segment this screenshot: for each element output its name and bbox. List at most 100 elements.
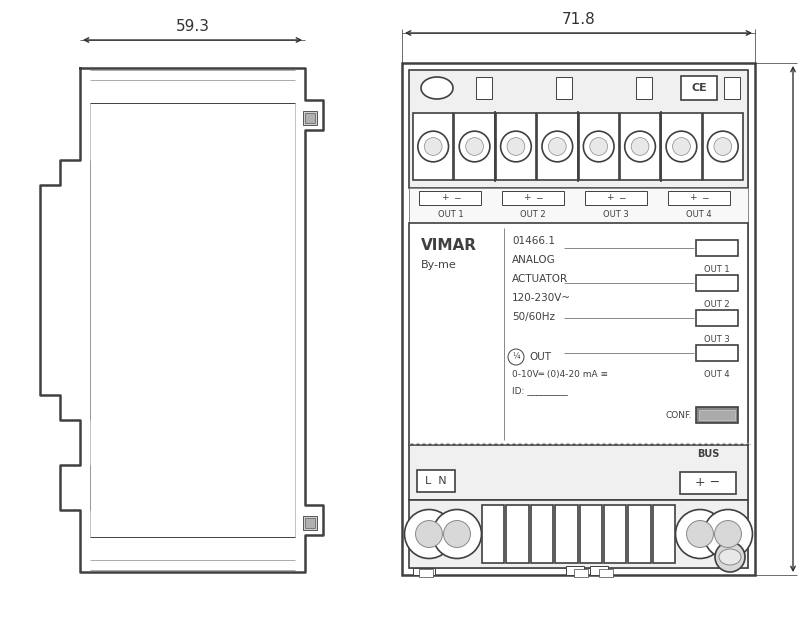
Text: ACTUATOR: ACTUATOR (512, 274, 568, 284)
Bar (413, 568, 435, 575)
Bar (409, 70, 748, 568)
Text: 50/60Hz: 50/60Hz (512, 312, 555, 322)
Bar (636, 77, 652, 99)
Text: +: + (606, 193, 614, 202)
Bar (653, 505, 675, 563)
Text: CONF.: CONF. (666, 410, 692, 419)
Text: OUT 1: OUT 1 (704, 265, 730, 274)
Circle shape (673, 138, 690, 156)
Circle shape (714, 138, 732, 156)
Text: +: + (689, 193, 696, 202)
Bar (585, 191, 647, 205)
Polygon shape (40, 68, 323, 572)
Text: + −: + − (695, 477, 721, 490)
Text: −: − (701, 193, 708, 202)
Circle shape (418, 131, 449, 162)
Bar (681, 76, 717, 100)
Bar (496, 113, 536, 180)
Bar (409, 223, 748, 445)
Circle shape (590, 138, 607, 156)
Circle shape (508, 349, 524, 365)
Text: 59.3: 59.3 (175, 19, 210, 34)
Bar (305, 518, 315, 528)
Text: By-me: By-me (421, 260, 457, 270)
Circle shape (583, 131, 614, 162)
Text: +: + (441, 193, 448, 202)
Text: 0-10V═ (0)4-20 mA ≡: 0-10V═ (0)4-20 mA ≡ (512, 369, 608, 378)
Circle shape (625, 131, 655, 162)
Circle shape (459, 131, 490, 162)
Bar (502, 191, 564, 205)
Bar (305, 113, 315, 123)
Bar (702, 113, 743, 180)
Circle shape (549, 138, 566, 156)
Bar (696, 345, 738, 361)
Text: OUT 2: OUT 2 (520, 210, 546, 219)
Text: ¼: ¼ (512, 353, 520, 362)
Text: ID: _________: ID: _________ (512, 387, 568, 396)
Bar (409, 445, 748, 500)
Bar (696, 310, 738, 326)
Bar (696, 407, 738, 423)
Bar (482, 505, 504, 563)
Bar (599, 569, 613, 577)
Text: OUT 2: OUT 2 (704, 300, 730, 309)
Circle shape (703, 509, 753, 559)
Text: 01466.1: 01466.1 (512, 236, 555, 246)
Text: −: − (618, 193, 626, 202)
Circle shape (707, 131, 738, 162)
Circle shape (405, 509, 454, 559)
Circle shape (542, 131, 573, 162)
Bar (574, 569, 588, 577)
Circle shape (675, 509, 725, 559)
Text: 71.8: 71.8 (562, 12, 595, 27)
Text: −: − (453, 193, 460, 202)
Circle shape (433, 509, 482, 559)
Bar (454, 113, 494, 180)
Bar (537, 113, 578, 180)
Bar (506, 505, 529, 563)
Bar (530, 505, 553, 563)
Bar (419, 191, 482, 205)
Text: L  N: L N (425, 476, 447, 486)
Bar (303, 516, 317, 530)
Bar (417, 470, 455, 492)
Bar (566, 566, 584, 575)
Bar (724, 77, 740, 99)
Text: −: − (535, 193, 543, 202)
Bar (578, 113, 619, 180)
Text: OUT 1: OUT 1 (438, 210, 463, 219)
Circle shape (443, 520, 470, 547)
Text: VIMAR: VIMAR (421, 237, 477, 253)
Text: ANALOG: ANALOG (512, 255, 556, 265)
Circle shape (466, 138, 483, 156)
Circle shape (686, 520, 714, 547)
Circle shape (415, 520, 442, 547)
Bar (402, 63, 755, 575)
Text: OUT 4: OUT 4 (704, 370, 730, 379)
Bar (409, 70, 748, 188)
Bar (620, 113, 660, 180)
Bar (604, 505, 626, 563)
Bar (476, 77, 492, 99)
Circle shape (666, 131, 697, 162)
Bar (699, 410, 735, 420)
Bar (555, 505, 578, 563)
Text: +: + (523, 193, 531, 202)
Bar (556, 77, 572, 99)
Bar (409, 188, 748, 223)
Circle shape (507, 138, 525, 156)
Text: OUT 3: OUT 3 (704, 335, 730, 344)
Text: OUT 3: OUT 3 (603, 210, 629, 219)
Text: CE: CE (691, 83, 707, 93)
Text: OUT: OUT (529, 352, 551, 362)
Circle shape (631, 138, 649, 156)
Ellipse shape (719, 549, 741, 565)
Bar (696, 240, 738, 256)
Bar (413, 113, 454, 180)
Bar (667, 191, 730, 205)
Bar (409, 500, 748, 568)
Text: 109.8: 109.8 (799, 297, 800, 340)
Circle shape (715, 542, 745, 572)
Text: 120-230V~: 120-230V~ (512, 293, 571, 303)
